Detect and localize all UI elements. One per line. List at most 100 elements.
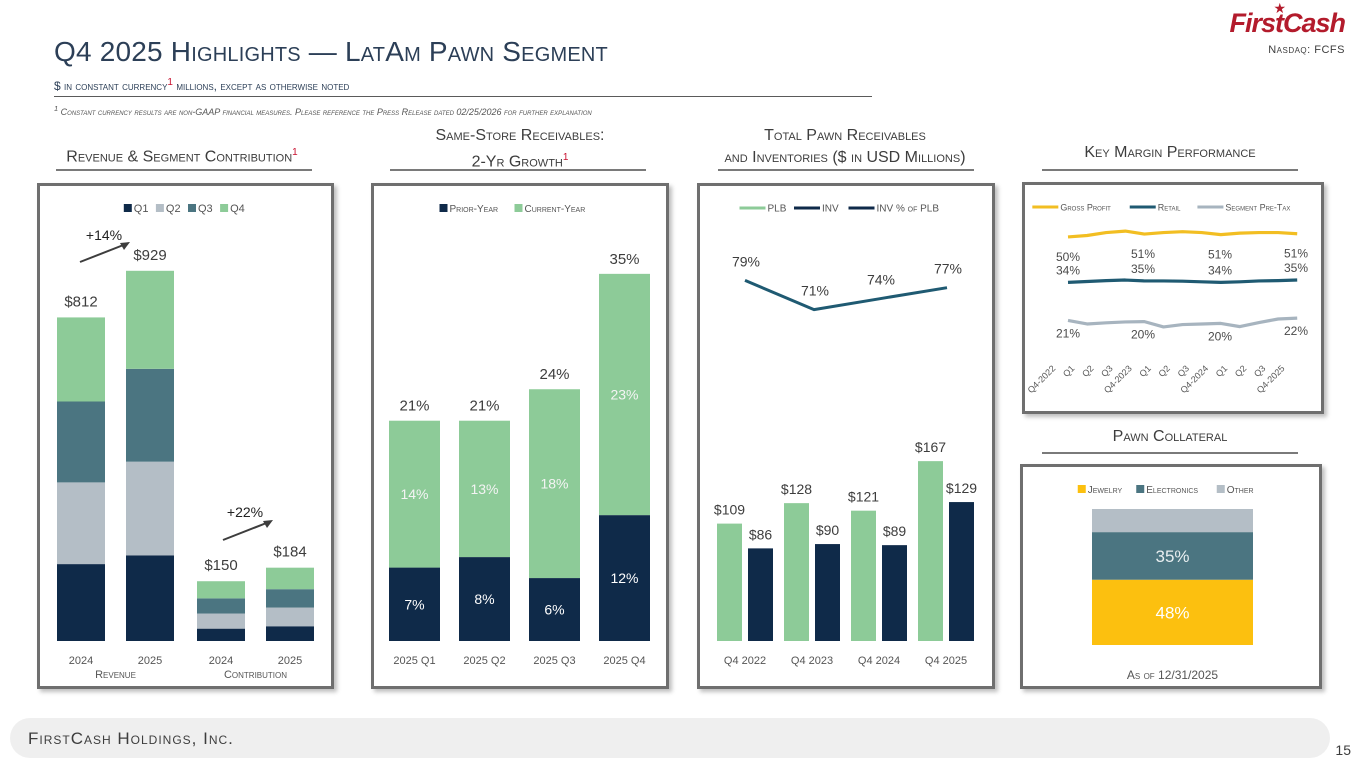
bar-segment [57,564,105,641]
value-label: $109 [714,502,745,518]
value-label: 12% [610,570,638,586]
bar-segment [126,461,174,556]
panel-margins: Gross Profit Retail Segment Pre-Tax 50% 51% 5… [1022,182,1324,414]
growth-label: +14% [86,227,122,243]
category-label: Q4 2025 [925,655,967,667]
x-tick-label: Q2 [1156,363,1172,379]
value-label: 13% [470,481,498,497]
company-logo: ★ FirstCash [1229,0,1346,38]
bar-segment [126,368,174,462]
line-label: 79% [732,253,760,269]
bar-segment [599,273,650,516]
section-title-revenue: Revenue & Segment Contribution1 [66,147,298,166]
bar-segment [126,270,174,369]
line-label: 74% [867,272,895,288]
x-tick-label: Q1 [1214,363,1230,379]
bar-segment [57,482,105,565]
legend-label: Prior-Year [450,204,499,215]
pawn-receivables-chart: PLB INV INV % of PLB $109$86 Q4 2022 $128 $90 Q… [714,204,977,668]
category-label: 2025 Q3 [533,655,575,667]
line-label: 77% [934,261,962,277]
value-label: 7% [404,596,424,612]
margin-line [1067,278,1298,284]
section-divider [718,169,974,171]
legend-label: INV % of PLB [877,204,940,215]
x-tick-label: Q1 [1137,363,1153,379]
value-label: $121 [848,489,879,505]
inv-pct-line [744,278,948,312]
bar-segment [197,598,245,614]
legend-label: Jewelry [1088,485,1123,496]
point-label: 51% [1208,248,1232,262]
bar [784,503,809,641]
bar-segment [1092,579,1253,645]
bar-segment [459,420,510,558]
point-label: 22% [1284,324,1308,338]
footnote: 1 Constant currency results are non-GAAP… [54,104,592,117]
total-label: 35% [609,251,639,268]
point-label: 51% [1131,247,1155,261]
bar [918,461,943,641]
panel-revenue: Q1 Q2 Q3 Q4 $812 2024 $929 2025 $150 2024 $184 2025… [37,183,334,689]
bar [882,545,907,641]
category-label: 2025 Q4 [603,655,645,667]
bar-segment [1092,532,1253,580]
footer-company: FirstCash Holdings, Inc. [28,729,234,748]
margin-line [1067,229,1298,239]
growth-arrow [79,243,127,263]
bar-segment [529,389,580,579]
legend-swatch [188,204,196,212]
total-label: $150 [204,557,237,574]
legend-swatch [439,204,448,212]
total-label: $184 [273,544,306,561]
group-label: Contribution [224,669,287,681]
bar-segment [197,581,245,599]
point-label: 34% [1208,263,1232,277]
x-tick-label: Q4-2022 [1026,363,1058,395]
point-label: 51% [1284,247,1308,261]
growth-label: +22% [227,504,263,520]
bar-segment [1092,509,1253,533]
section-title-pawn-receivables: Total Pawn Receivables and Inventories ($… [724,127,966,166]
legend-swatch [1136,485,1145,493]
value-label: 18% [540,476,568,492]
category-label: 2025 [278,655,302,667]
legend-label: Current-Year [525,204,586,215]
legend-label: Retail [1158,203,1181,213]
bar [815,544,840,641]
arrow-head-icon [120,242,130,250]
category-label: Q4 2024 [858,655,900,667]
value-label: 14% [400,486,428,502]
total-label: $929 [133,247,166,264]
footer-bar [10,718,1330,758]
category-label: 2025 Q2 [463,655,505,667]
legend-label: Q4 [230,203,245,215]
star-icon: ★ [1273,0,1286,16]
legend-label: Electronics [1146,485,1198,496]
bar-segment [459,557,510,641]
value-label: $86 [749,526,773,542]
total-label: $812 [64,293,97,310]
legend-label: Q3 [198,203,213,215]
section-divider [1042,169,1298,171]
point-label: 20% [1131,328,1155,342]
exchange-ticker: Nasdaq: FCFS [1268,44,1345,56]
collateral-chart: Jewelry Electronics Other 48% 35% As of 12/31… [1077,485,1254,682]
legend-label: Q1 [134,203,149,215]
page-title: Q4 2025 Highlights — LatAm Pawn Segment [54,36,608,67]
legend-label: Segment Pre-Tax [1225,203,1290,213]
value-label: $129 [946,480,977,496]
category-label: Q4 2023 [791,655,833,667]
arrow-head-icon [263,520,273,528]
bar-segment [599,515,650,641]
x-tick-label: Q2 [1080,363,1096,379]
bar [949,502,974,641]
value-label: $128 [781,481,812,497]
category-label: 2024 [209,655,233,667]
legend-swatch [220,204,229,212]
category-label: 2025 [138,655,162,667]
margin-chart: Gross Profit Retail Segment Pre-Tax 50% 51% 5… [1026,203,1309,396]
bar [717,523,742,641]
panel-collateral: Jewelry Electronics Other 48% 35% As of 12/31… [1020,464,1322,689]
category-label: 2025 Q1 [393,655,435,667]
